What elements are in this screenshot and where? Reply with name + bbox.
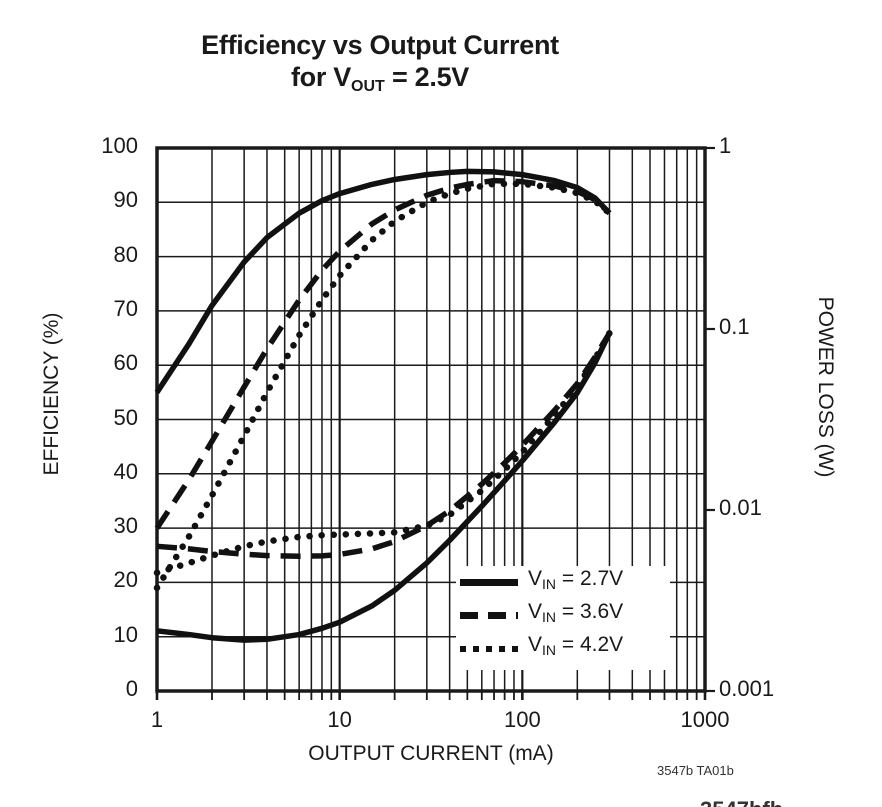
y-axis-tick-label: 0 [125, 676, 138, 701]
x-axis-tick-label: 10 [327, 707, 352, 732]
vin-subscript: IN [542, 609, 557, 626]
series-line-power_loss-3 [156, 331, 612, 643]
legend-label: VIN = 4.2V [528, 633, 624, 659]
y2-axis-tick-label: 0.01 [719, 495, 762, 520]
series-line-power_loss-5 [153, 329, 613, 577]
x-axis-tick-label: 1000 [680, 707, 730, 732]
plot-frame [155, 146, 707, 693]
x-axis-label: OUTPUT CURRENT (mA) [308, 742, 554, 765]
series-line-efficiency-0 [154, 168, 612, 394]
y-axis-tick-label: 40 [113, 458, 138, 484]
chart-legend: VIN = 2.7V VIN = 3.6V VIN = 4.2V [456, 566, 670, 670]
vout-subscript: OUT [351, 77, 385, 95]
y-axis-tick-label: 50 [113, 404, 138, 430]
x-axis-tick-label: 1 [150, 707, 164, 732]
y-axis-tick-label: 30 [113, 513, 138, 539]
legend-label: VIN = 3.6V [528, 600, 624, 626]
y-axis-tick-label: 90 [113, 187, 138, 213]
legend-label: VIN = 2.7V [528, 567, 624, 593]
y2-axis-label: POWER LOSS (W) [814, 296, 837, 478]
legend-swatch-dotted-icon [460, 646, 518, 652]
y-axis-tick-label: 20 [113, 567, 138, 593]
chart-title-line1: Efficiency vs Output Current [201, 30, 559, 60]
legend-item-0: VIN = 2.7V [456, 566, 670, 599]
chart-caption-secondary: 3547bfb [700, 797, 783, 807]
chart-title: Efficiency vs Output Current for VOUT = … [0, 30, 760, 97]
chart-caption: 3547b TA01b [657, 763, 734, 778]
y2-axis-tick-label: 0.1 [719, 314, 750, 339]
y-axis-label: EFFICIENCY (%) [40, 312, 63, 476]
series-line-power_loss-4 [156, 331, 612, 560]
chart-title-line2: for VOUT = 2.5V [290, 61, 469, 95]
y-axis-tick-label: 100 [101, 133, 138, 158]
y-axis-tick-label: 10 [113, 621, 138, 647]
legend-item-2: VIN = 4.2V [456, 632, 670, 665]
y-axis-tick-label: 60 [113, 350, 138, 376]
y-axis-tick-label: 70 [113, 295, 138, 321]
legend-swatch-solid-icon [460, 579, 518, 586]
x-axis-tick-label: 100 [503, 707, 541, 732]
vin-subscript: IN [542, 576, 557, 593]
y-axis-tick-label: 80 [113, 241, 138, 267]
series-line-efficiency-2 [153, 180, 613, 592]
legend-item-1: VIN = 3.6V [456, 599, 670, 632]
y2-axis-tick-label: 0.001 [719, 676, 775, 701]
vin-subscript: IN [542, 642, 557, 659]
legend-swatch-dashed-icon [460, 612, 518, 619]
y2-axis-tick-label: 1 [719, 133, 732, 158]
